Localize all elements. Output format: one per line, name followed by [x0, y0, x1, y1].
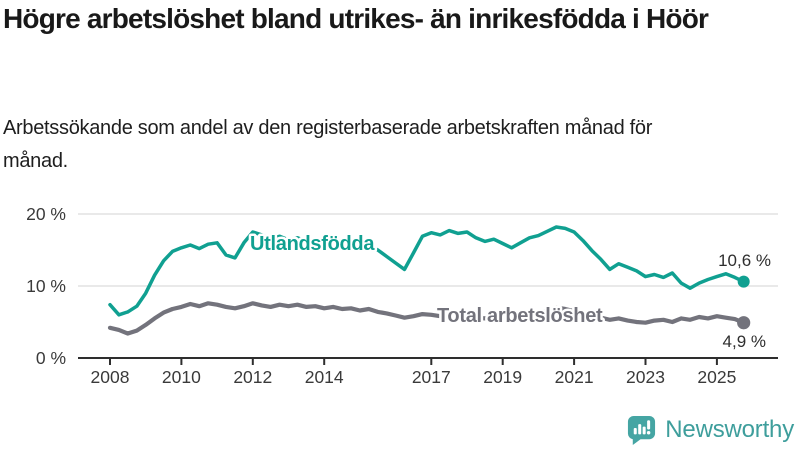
- x-axis-tick-label: 2014: [305, 367, 344, 387]
- series-line-utlandsfodda: [108, 225, 746, 317]
- y-axis-tick-label: 0 %: [36, 348, 66, 368]
- page-subtitle: Arbetssökande som andel av den registerb…: [3, 117, 653, 172]
- series-end-dot-utlandsfodda: [737, 275, 750, 288]
- series-end-dot-total: [737, 316, 751, 330]
- x-axis-tick-label: 2023: [626, 367, 665, 387]
- brand-name: Newsworthy: [665, 415, 794, 443]
- speech-bubble-shape: [628, 415, 656, 445]
- newsworthy-logo: Newsworthy: [626, 414, 794, 445]
- series-label-total: Total arbetslöshet: [437, 305, 603, 327]
- series-label-utlandsfodda: Utlandsfödda: [250, 233, 375, 255]
- x-axis-tick-label: 2012: [233, 367, 272, 387]
- end-value-label-total: 4,9 %: [723, 332, 766, 351]
- x-axis-tick-label: 2025: [697, 367, 736, 387]
- end-value-label-utlandsfodda: 10,6 %: [718, 251, 771, 270]
- x-axis-tick-label: 2021: [555, 367, 594, 387]
- x-axis-tick-label: 2010: [162, 367, 201, 387]
- y-axis-tick-label: 20 %: [26, 204, 66, 224]
- series-line-total: [107, 301, 746, 336]
- y-axis-tick-label: 10 %: [26, 276, 66, 296]
- bar-chart-glyph: [634, 420, 651, 435]
- x-axis-tick-label: 2008: [91, 367, 130, 387]
- newsworthy-bubble-chart-icon: [628, 415, 656, 445]
- page-title: Högre arbetslöshet bland utrikes- än inr…: [3, 3, 709, 34]
- x-axis-tick-label: 2019: [483, 367, 522, 387]
- x-axis-tick-label: 2017: [412, 367, 451, 387]
